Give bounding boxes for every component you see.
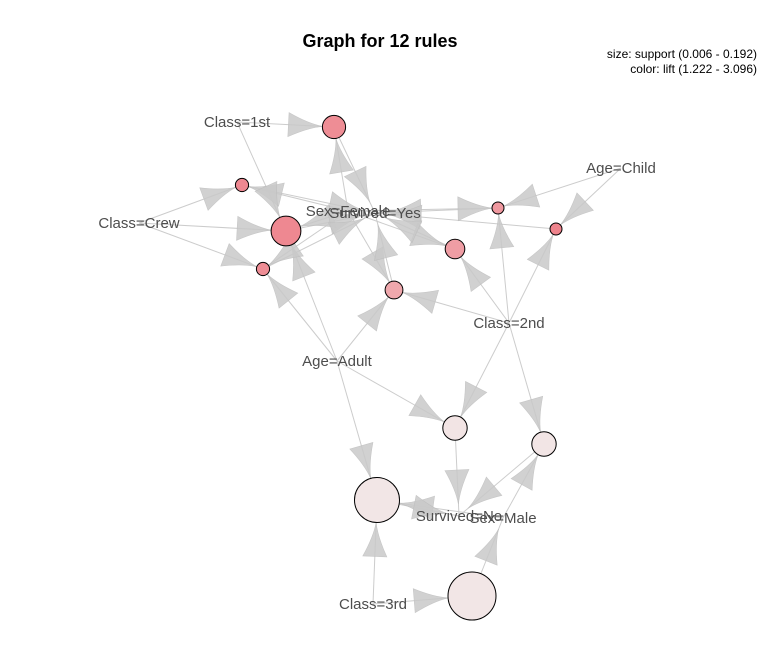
arrowhead-r12-sexmale <box>474 529 499 566</box>
arrowhead-ageadult-r4 <box>266 273 299 309</box>
item-label-survivedyes: Survived=Yes <box>329 205 421 222</box>
arrowhead-r4-survivedyes <box>328 218 365 245</box>
arrowhead-class1-r1 <box>287 112 323 138</box>
arrowhead-r1-survivedyes <box>343 165 371 203</box>
arrowhead-class2-r5 <box>489 213 515 250</box>
rule-node-r3 <box>270 215 302 247</box>
arrowhead-class2-r7 <box>460 256 492 292</box>
arrowhead-class2-r10 <box>519 395 544 433</box>
arrowhead-agechild-r6 <box>560 192 594 226</box>
item-label-sexfemale: Sex=Female <box>306 203 391 220</box>
item-labels-layer: Class=1st Class=Crew Sex=FemaleSurvived=Ye… <box>98 114 655 613</box>
rule-node-r7 <box>444 238 466 260</box>
rule-node-r2 <box>234 177 250 193</box>
rule-node-r5 <box>491 201 505 215</box>
arrowhead-classcrew-r3 <box>236 215 272 241</box>
arrowhead-class1-r3 <box>254 181 281 218</box>
arrowhead-ageadult-r8 <box>357 296 389 332</box>
legend-color: color: lift (1.222 - 3.096) <box>630 62 757 76</box>
arrowhead-class2-r6 <box>526 234 554 271</box>
rule-node-r11 <box>354 477 400 523</box>
item-label-class1: Class=1st <box>204 114 271 131</box>
graph-title: Graph for 12 rules <box>302 31 457 51</box>
item-label-ageadult: Age=Adult <box>302 353 372 370</box>
arrowhead-sexfemale-r5 <box>457 196 493 222</box>
item-label-class2: Class=2nd <box>473 315 544 332</box>
item-label-sexmale: Sex=Male <box>469 510 536 527</box>
item-label-survivedno: Survived=No <box>416 508 502 525</box>
arrowhead-sexfemale-r1 <box>329 138 354 175</box>
arrowhead-sexmale-r10 <box>510 454 539 491</box>
item-label-classcrew: Class=Crew <box>98 215 179 232</box>
arrows-layer <box>199 112 594 614</box>
arrowhead-ageadult-r9 <box>408 394 445 423</box>
legend-size: size: support (0.006 - 0.192) <box>607 47 757 61</box>
arrowhead-class3-r11 <box>362 522 388 558</box>
arrowhead-classcrew-r2 <box>199 186 236 211</box>
rule-node-r6 <box>549 222 563 236</box>
rule-node-r10 <box>531 431 557 457</box>
rule-nodes-layer <box>234 114 563 621</box>
arrowhead-agechild-r5 <box>503 183 541 208</box>
rule-node-r8 <box>384 280 404 300</box>
item-label-class3: Class=3rd <box>339 596 407 613</box>
rule-node-r1 <box>321 114 347 140</box>
arrowhead-class2-r9 <box>460 380 488 418</box>
arrowhead-r7-survivedyes <box>385 217 423 244</box>
rule-node-r12 <box>447 571 497 621</box>
arrowhead-r10-survivedno <box>467 476 503 509</box>
item-label-agechild: Age=Child <box>586 160 656 177</box>
arrowhead-ageadult-r11 <box>349 442 374 479</box>
rule-node-r4 <box>255 261 271 277</box>
arrowhead-classcrew-r4 <box>220 243 257 268</box>
arrowhead-class2-r8 <box>402 289 439 314</box>
arrowhead-r8-survivedyes <box>373 224 399 261</box>
arrowhead-r11-survivedno <box>411 494 448 520</box>
arrowhead-r9-survivedno <box>444 469 470 505</box>
arrowhead-class3-r12 <box>412 588 449 614</box>
rule-node-r9 <box>442 415 468 441</box>
arrowhead-r2-survivedyes <box>327 191 364 216</box>
